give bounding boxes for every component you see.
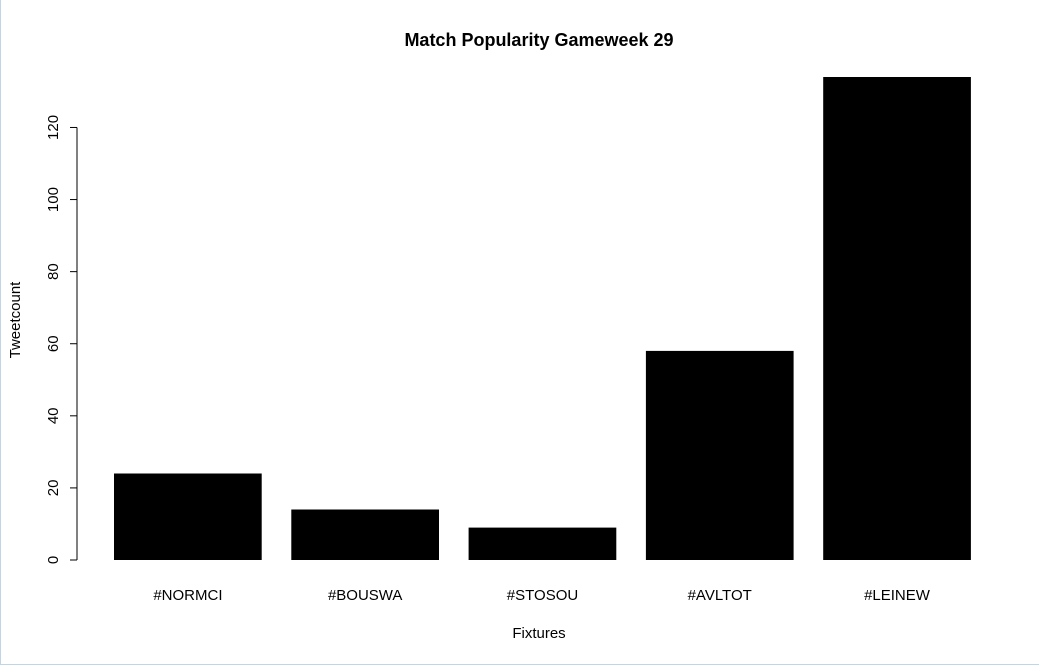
y-axis-title: Tweetcount — [7, 281, 24, 359]
y-tick-label: 100 — [45, 187, 62, 212]
x-axis-title: Fixtures — [512, 625, 565, 642]
x-tick-label: #LEINEW — [864, 587, 931, 604]
y-tick-label: 0 — [45, 556, 62, 564]
y-axis: 0 20 40 60 80 100 120 — [45, 115, 78, 564]
chart-title: Match Popularity Gameweek 29 — [404, 30, 673, 50]
bar-normci — [114, 473, 262, 560]
bar-bouswa — [291, 509, 439, 560]
bar-leinew — [823, 77, 971, 560]
bar-avltot — [645, 350, 794, 560]
x-tick-label: #NORMCI — [153, 587, 222, 604]
y-tick-label: 60 — [45, 335, 62, 352]
y-tick-label: 120 — [45, 115, 62, 140]
bar-stosou — [468, 527, 617, 560]
y-tick-label: 40 — [45, 407, 62, 424]
x-tick-label: #AVLTOT — [688, 587, 752, 604]
x-tick-label: #BOUSWA — [328, 587, 402, 604]
y-tick-label: 80 — [45, 263, 62, 280]
x-tick-label: #STOSOU — [507, 587, 578, 604]
bars-group — [114, 77, 971, 560]
y-tick-label: 20 — [45, 480, 62, 497]
x-axis-labels: #NORMCI #BOUSWA #STOSOU #AVLTOT #LEINEW — [153, 587, 930, 604]
